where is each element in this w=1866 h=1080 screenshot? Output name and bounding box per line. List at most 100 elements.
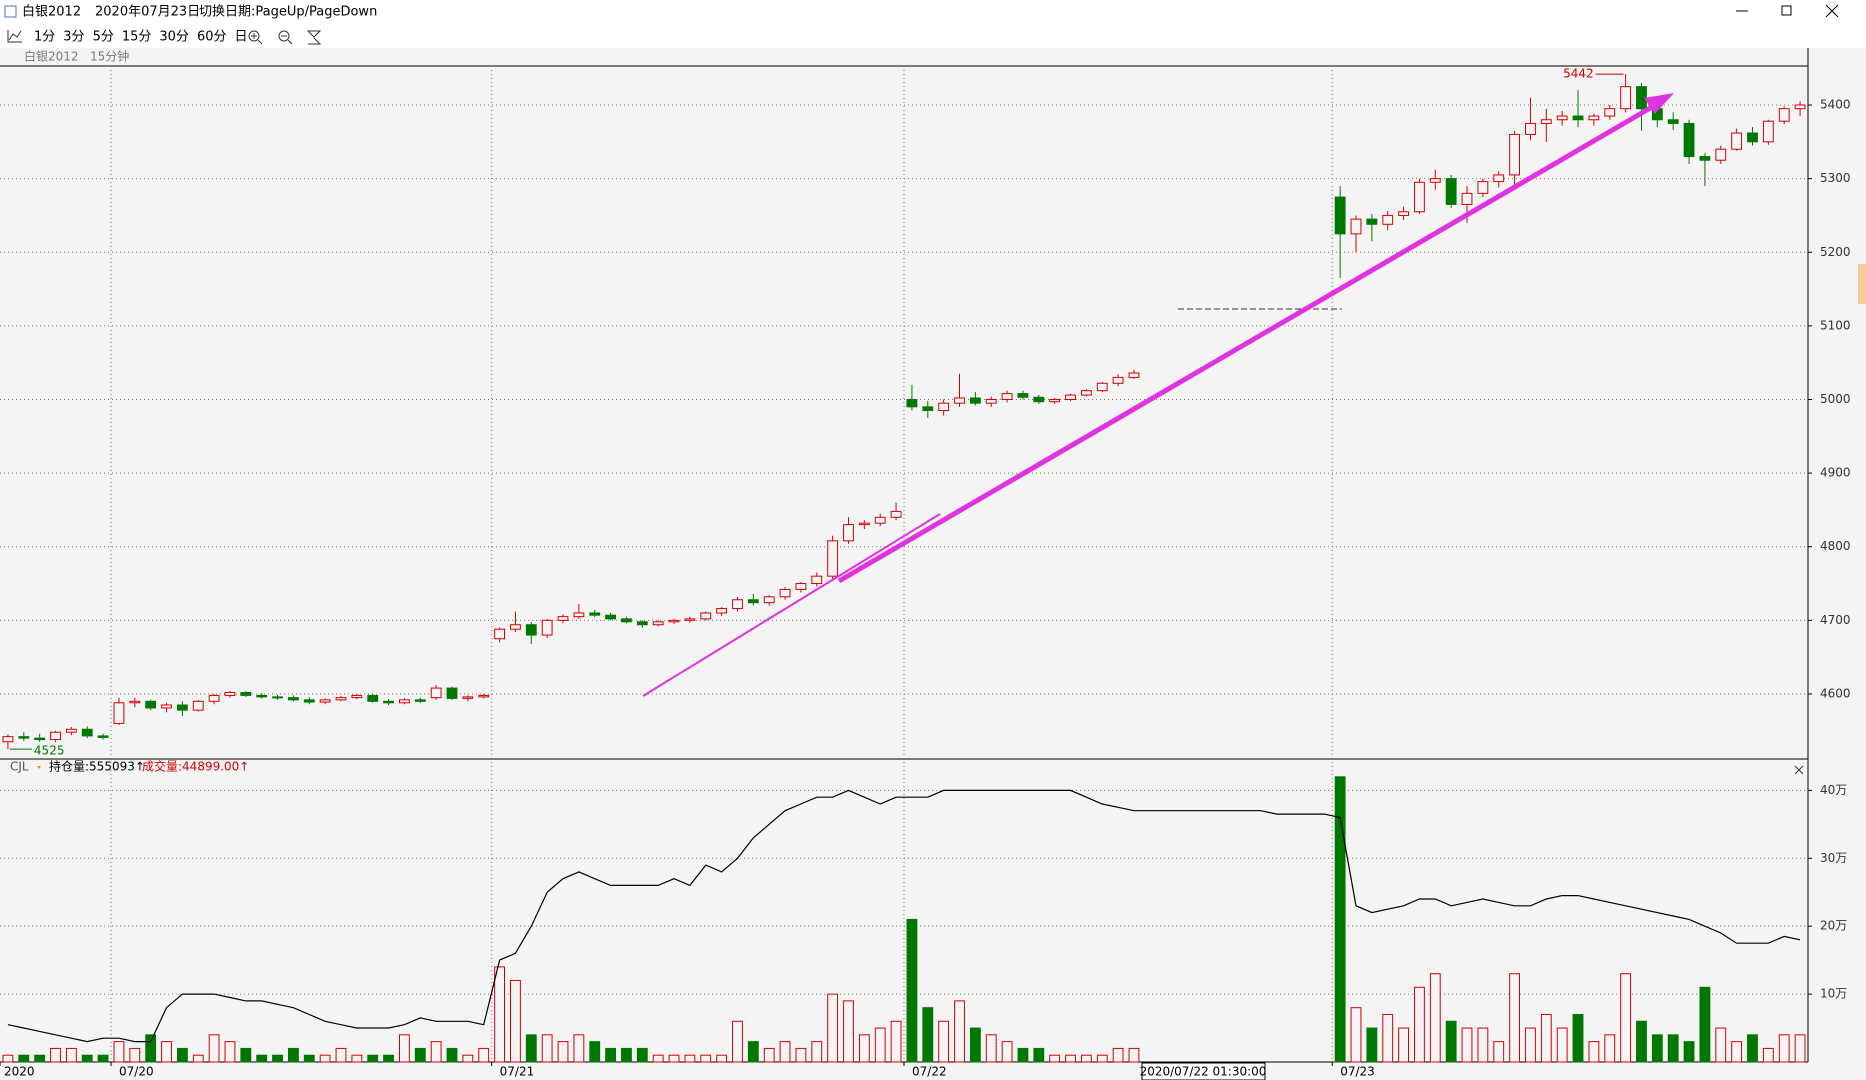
volume-bar [938,1020,950,1063]
volume-bar [890,1020,902,1063]
period-button[interactable]: 1分 [34,30,55,45]
candle-body [1667,119,1679,124]
candle-body [303,699,315,703]
volume-bar [811,1041,823,1063]
volume-bar [462,1054,474,1063]
scroll-marker[interactable] [1858,264,1866,304]
x-tick-label: 07/20 [119,1065,154,1079]
restore[interactable] [1781,5,1792,16]
volume-bar [985,1034,997,1063]
candle-body [652,621,664,626]
volume-bar [1080,1054,1092,1063]
zoom-icons [248,30,322,45]
volume-bar [1778,1034,1790,1063]
candle-body [256,694,268,698]
plot: 4600 4700 4800 4900 5000 5100 5200 5300 5400 10万 2… [0,66,1851,1079]
y-tick-label: 40万 [1820,783,1847,797]
volume-bar [969,1027,981,1063]
volume-bar [700,1054,712,1063]
period-button[interactable]: 3分 [63,30,84,45]
high-label: 5442 [1563,67,1594,81]
candle-body [969,397,981,404]
volume-bar [1429,973,1441,1063]
candle-body [224,691,236,696]
close[interactable] [1825,4,1839,18]
candle-body [1398,211,1409,216]
volume-bar [747,1041,759,1063]
candle-body [240,691,252,696]
period-button[interactable]: 60分 [197,30,227,45]
candle-body [462,696,474,699]
open-interest-line [7,789,1801,1043]
candle-body [1049,398,1061,403]
volume-bar [954,1000,965,1063]
volume-bar [240,1047,252,1063]
volume-bar [34,1054,46,1063]
volume-bar [1556,1027,1568,1063]
window-controls[interactable] [1736,4,1839,18]
volume-bar [192,1054,204,1063]
candle-body [176,704,188,711]
volume-bar [97,1054,109,1063]
candle-body [430,687,442,699]
candle-body [684,618,696,621]
volume-bar [383,1054,394,1063]
volume-bar [50,1047,61,1063]
candle-body [399,699,410,704]
volume-bar [1414,986,1425,1063]
candle-body [922,406,934,412]
volume-bar [2,1054,14,1063]
candle-body [1350,218,1362,235]
volume-bar [1128,1047,1140,1063]
volume-bar [145,1034,157,1063]
y-tick-label: 4800 [1820,539,1851,553]
candle-body [1445,178,1457,205]
chart-icon[interactable] [7,30,22,43]
candle-body [510,624,521,630]
zoom-out[interactable] [278,30,290,42]
candle-body [272,696,283,699]
symbol-label: 白银2012 [24,49,79,64]
candle-body [50,731,61,741]
indicator-dropdown[interactable] [37,766,41,769]
volume-bar [922,1007,934,1063]
period-button[interactable]: 30分 [159,30,189,45]
candle-body [795,583,807,590]
candle-body [161,704,172,709]
volume-bar [636,1047,648,1063]
candle-body [287,697,299,701]
volume-bar [272,1054,283,1063]
reset-icon[interactable] [306,30,322,45]
candle-body [732,599,743,610]
candle-body [1065,394,1076,400]
volume-bar [1636,1020,1647,1063]
candle-body [1128,372,1140,378]
volume-bar [81,1054,93,1063]
candle-body [557,616,569,621]
candle-body [97,735,109,738]
volume-bar [399,1034,410,1063]
candle-body [938,402,950,412]
volume-bar [573,1034,585,1063]
y-tick-label: 30万 [1820,851,1847,865]
volume-bar [113,1041,125,1063]
volume-bar [478,1047,490,1063]
volume-bar [557,1041,569,1063]
period-button[interactable]: 5分 [93,30,114,45]
volume-bar [129,1047,141,1063]
period-button[interactable]: 日 [234,30,247,45]
candle-body [1001,393,1013,400]
volume-bar [335,1047,347,1063]
candle-body [906,398,918,408]
candle-body [573,612,585,618]
volume-bar [1683,1041,1695,1063]
volume-label: 成交量:44899.00↑ [142,759,249,774]
volume-bar [510,980,521,1063]
candle-body [605,614,617,620]
candle-body [1620,86,1632,110]
volume-bar [1049,1054,1061,1063]
volume-bar [732,1020,743,1063]
close-indicator[interactable] [1794,765,1804,775]
zoom-in[interactable] [248,30,260,42]
period-button[interactable]: 15分 [122,30,152,45]
